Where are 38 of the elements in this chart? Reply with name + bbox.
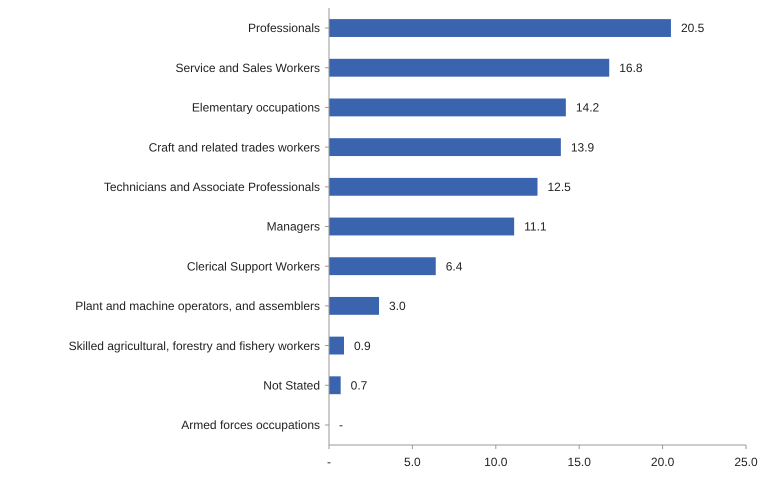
x-tick-label: 5.0: [404, 455, 422, 469]
data-label: 20.5: [680, 21, 705, 36]
x-tick-label: 10.0: [484, 455, 508, 469]
bar: [329, 376, 341, 394]
y-tick-label: Not Stated: [263, 378, 320, 392]
y-tick-label: Technicians and Associate Professionals: [104, 180, 320, 194]
y-tick-label: Service and Sales Workers: [175, 60, 320, 75]
y-tick-label: Armed forces occupations: [181, 418, 320, 432]
y-tick-label: Skilled agricultural, forestry and fishery workers: [68, 338, 320, 353]
data-label: 3.0: [389, 299, 406, 314]
data-label: 11.1: [524, 220, 547, 234]
bar: [329, 336, 344, 355]
bar: [329, 296, 380, 315]
data-label: 0.9: [354, 338, 372, 353]
bar: [329, 178, 538, 196]
bar: [329, 19, 671, 37]
bar: [329, 218, 514, 236]
y-tick-label: Professionals: [248, 21, 320, 36]
data-label: 6.4: [446, 259, 463, 274]
data-label: -: [339, 418, 343, 432]
bar: [329, 138, 561, 156]
bar: [329, 58, 610, 77]
data-label: 12.5: [548, 180, 572, 194]
x-tick-label: 20.0: [650, 455, 675, 469]
data-label: 13.9: [570, 140, 595, 154]
bar: [329, 257, 436, 276]
data-label: 0.7: [350, 378, 368, 392]
y-tick-label: Managers: [266, 220, 320, 234]
data-label: 16.8: [619, 60, 643, 75]
x-tick-label: 25.0: [734, 455, 758, 469]
x-tick-label: 15.0: [568, 455, 592, 469]
y-tick-label: Plant and machine operators, and assemblers: [75, 299, 320, 314]
y-tick-label: Craft and related trades workers: [148, 140, 320, 154]
y-tick-label: Clerical Support Workers: [186, 259, 320, 274]
data-label: 14.2: [576, 100, 600, 115]
y-tick-label: Elementary occupations: [192, 100, 320, 115]
x-tick-label: -: [327, 455, 331, 469]
bar: [329, 98, 566, 116]
